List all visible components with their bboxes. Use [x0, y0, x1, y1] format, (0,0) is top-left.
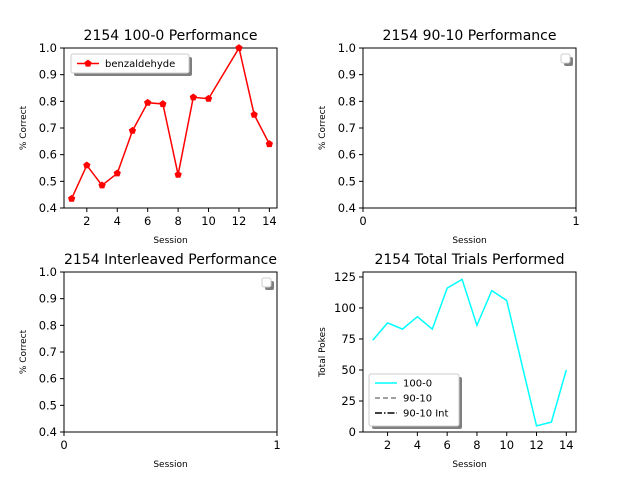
x-tick-label: 14 — [559, 438, 574, 452]
y-tick-label: 0.4 — [39, 425, 57, 439]
y-tick-label: 1.0 — [39, 41, 57, 55]
y-axis-label: % Correct — [318, 105, 328, 150]
x-axis-label: Session — [153, 460, 187, 470]
x-tick-label: 8 — [473, 438, 480, 452]
x-axis-label: Session — [452, 460, 486, 470]
y-tick-label: 1.0 — [39, 265, 57, 279]
y-tick-label: 0.8 — [338, 94, 356, 108]
legend-box — [560, 53, 571, 64]
y-tick-label: 0.8 — [39, 318, 57, 332]
y-tick-label: 50 — [341, 363, 356, 377]
data-point — [159, 100, 167, 108]
y-tick-label: 0.9 — [39, 68, 57, 82]
y-tick-label: 0.6 — [39, 148, 57, 162]
chart-title: 2154 100-0 Performance — [84, 28, 258, 44]
y-tick-label: 100 — [334, 301, 356, 315]
y-tick-label: 25 — [341, 394, 356, 408]
y-tick-label: 0.4 — [338, 201, 356, 215]
data-point — [265, 140, 273, 148]
panel-interleaved-performance: 0 1 0.4 0.5 0.6 0.7 0.8 0.9 1.0 2154 Interleaved … — [19, 252, 281, 470]
legend-box — [261, 277, 272, 288]
y-axis-label: Total Pokes — [318, 327, 328, 378]
data-point — [250, 110, 258, 118]
y-tick-label: 0.9 — [338, 68, 356, 82]
x-tick-label: 0 — [359, 214, 366, 228]
y-axis-label: % Correct — [19, 105, 29, 150]
legend-label: 100-0 — [403, 379, 432, 390]
x-tick-label: 8 — [174, 214, 181, 228]
x-tick-label: 1 — [572, 214, 579, 228]
y-tick-label: 0.6 — [39, 372, 57, 386]
data-point — [83, 161, 91, 169]
data-point — [68, 194, 76, 202]
y-tick-label: 0.8 — [39, 94, 57, 108]
data-point — [235, 44, 243, 52]
y-tick-label: 0 — [349, 425, 356, 439]
y-tick-label: 0.9 — [39, 292, 57, 306]
y-tick-label: 0.7 — [39, 121, 57, 135]
chart-title: 2154 Total Trials Performed — [374, 252, 564, 268]
x-tick-label: 12 — [232, 214, 247, 228]
data-point — [113, 169, 121, 177]
x-axis-label: Session — [452, 236, 486, 246]
axes-frame — [362, 47, 577, 209]
y-tick-label: 1.0 — [338, 41, 356, 55]
y-tick-label: 0.7 — [39, 345, 57, 359]
y-tick-label: 0.7 — [338, 121, 356, 135]
y-tick-label: 125 — [334, 270, 356, 284]
x-tick-label: 0 — [60, 438, 67, 452]
y-tick-label: 0.6 — [338, 148, 356, 162]
legend-label: 90-10 — [403, 394, 432, 405]
panel-90-10-performance: 0 1 0.4 0.5 0.6 0.7 0.8 0.9 1.0 2154 90-10 Perfor… — [318, 28, 580, 246]
x-tick-label: 2 — [83, 214, 90, 228]
data-point — [98, 181, 106, 189]
y-tick-label: 0.4 — [39, 201, 57, 215]
x-tick-label: 10 — [499, 438, 514, 452]
y-tick-label: 0.5 — [338, 174, 356, 188]
y-tick-label: 0.5 — [39, 174, 57, 188]
panel-100-0-performance: 2 4 6 8 10 12 14 0.4 0.5 0.6 0.7 0.8 0.9 1.0 2154 100-… — [19, 28, 278, 246]
axes-frame — [63, 271, 278, 433]
x-tick-label: 4 — [414, 438, 421, 452]
x-tick-label: 10 — [201, 214, 216, 228]
panel-total-trials-performed: 2 4 6 8 10 12 14 0 25 50 75 100 125 2154 Total Trials… — [318, 252, 577, 470]
series-line — [372, 278, 568, 427]
data-point — [128, 126, 137, 134]
legend-label: benzaldehyde — [105, 59, 175, 70]
x-tick-label: 6 — [144, 214, 151, 228]
x-tick-label: 14 — [262, 214, 277, 228]
data-point — [174, 170, 182, 178]
x-axis-label: Session — [153, 236, 187, 246]
x-tick-label: 1 — [273, 438, 280, 452]
x-tick-label: 4 — [114, 214, 121, 228]
legend-box — [70, 53, 190, 74]
legend-label: 90-10 Int — [403, 409, 449, 420]
y-tick-label: 75 — [341, 332, 356, 346]
chart-title: 2154 Interleaved Performance — [64, 252, 277, 268]
data-point — [144, 98, 152, 106]
y-axis-label: % Correct — [19, 329, 29, 374]
data-point — [189, 93, 197, 101]
chart-title: 2154 90-10 Performance — [383, 28, 557, 44]
x-tick-label: 6 — [443, 438, 450, 452]
legend-marker — [84, 59, 92, 67]
data-point — [204, 94, 213, 102]
y-tick-label: 0.5 — [39, 398, 57, 412]
x-tick-label: 2 — [384, 438, 391, 452]
x-tick-label: 12 — [529, 438, 544, 452]
